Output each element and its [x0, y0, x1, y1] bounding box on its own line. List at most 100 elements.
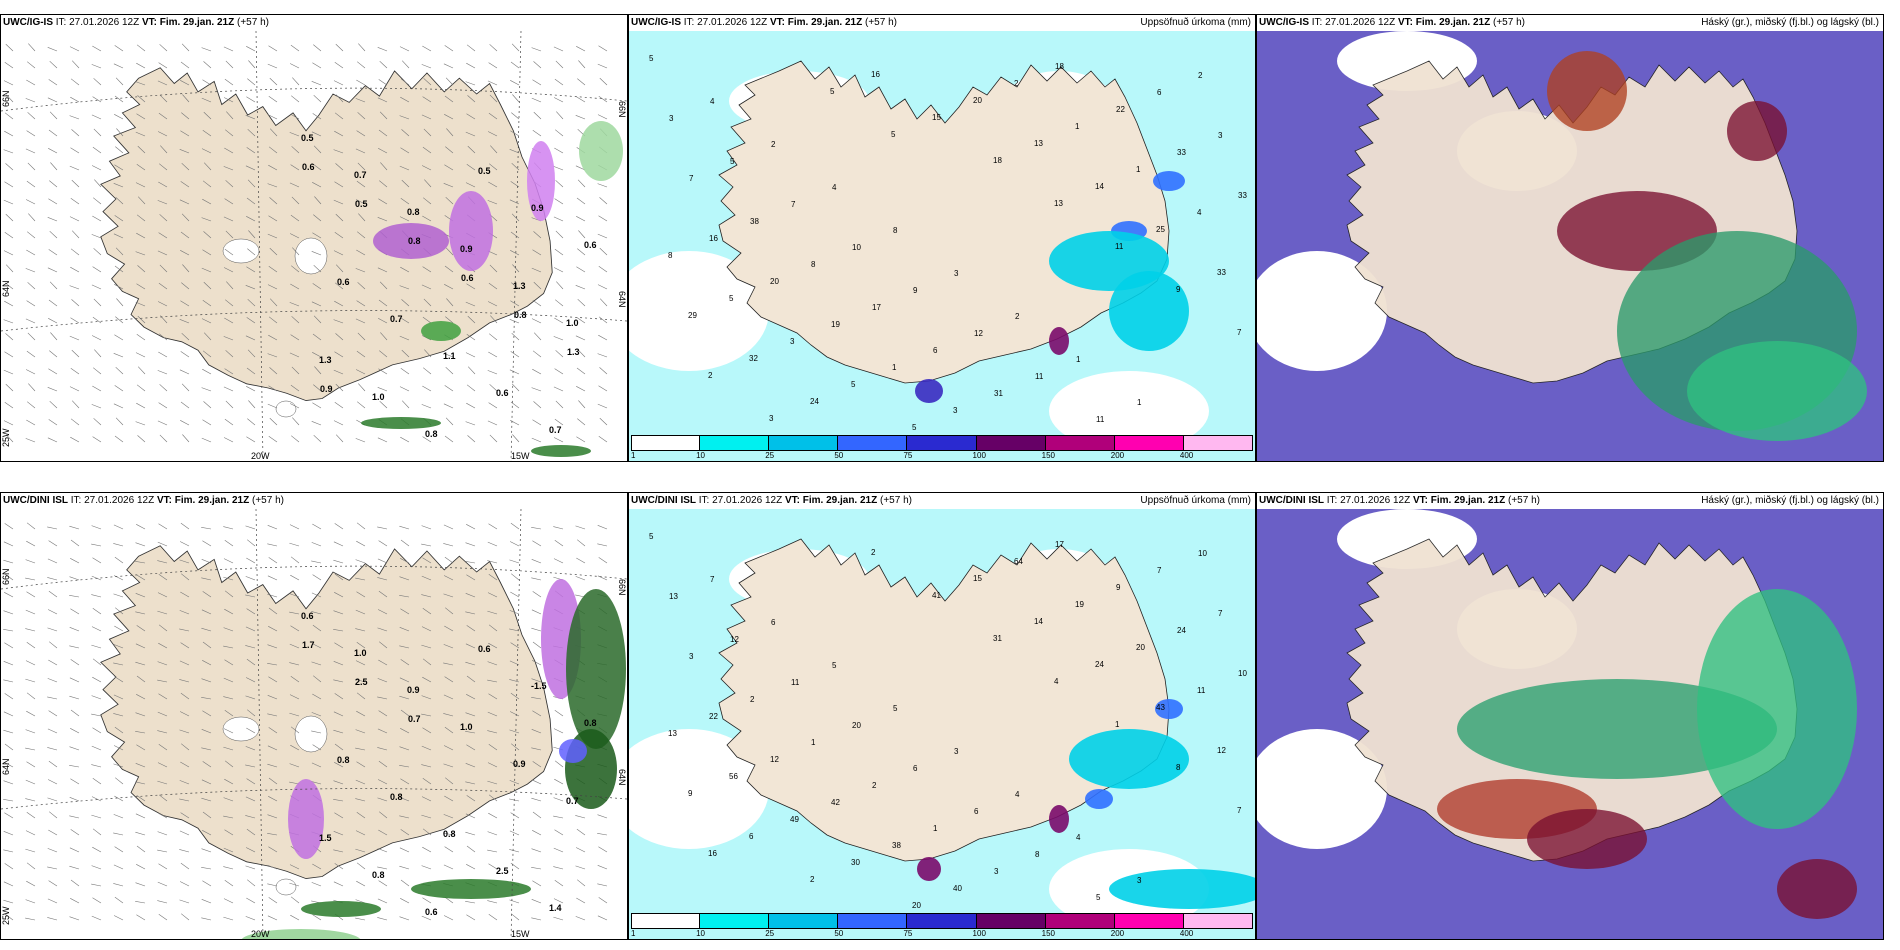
wind-barb	[355, 98, 366, 103]
wind-barb	[91, 764, 102, 768]
wind-barb	[267, 883, 278, 887]
wind-barb	[203, 401, 212, 409]
wind-barb	[70, 539, 80, 547]
wind-barb	[532, 880, 542, 887]
init-time: IT: 27.01.2026 12Z	[683, 17, 768, 28]
glacier	[294, 237, 328, 275]
wind-barb	[333, 199, 344, 205]
wind-barb	[115, 196, 124, 205]
wind-barb	[312, 744, 322, 751]
wind-barb	[135, 81, 146, 86]
wind-barb	[599, 367, 608, 375]
wind-barb	[553, 437, 564, 443]
precip-value-label: 0.7	[390, 314, 403, 324]
wind-barb	[399, 627, 410, 632]
wind-barb	[487, 610, 498, 615]
wind-barb	[466, 795, 476, 802]
wind-barb	[334, 130, 344, 137]
wind-barb	[246, 147, 256, 154]
wind-barb	[49, 111, 58, 120]
precip-amount-label: 6	[749, 832, 754, 841]
precip-amount-label: 7	[1237, 806, 1242, 815]
wind-barb	[289, 611, 300, 615]
wind-barb	[47, 437, 58, 443]
wind-barb	[487, 900, 498, 904]
colorbar-cell	[976, 913, 1046, 929]
wind-barb	[399, 815, 410, 819]
wind-barb	[597, 183, 608, 188]
wind-barb	[179, 199, 190, 205]
colorbar-tick-label: 1	[631, 929, 636, 938]
precip-amount-label: 13	[668, 729, 677, 738]
wind-barb	[48, 419, 58, 426]
wind-barb	[245, 594, 256, 598]
wind-barb	[312, 283, 322, 290]
wind-barb	[245, 695, 256, 700]
wind-barb	[157, 592, 168, 598]
wind-barb	[290, 334, 300, 341]
precip-blob	[1109, 271, 1189, 351]
wind-barb	[400, 539, 410, 547]
wind-barb	[531, 387, 542, 392]
wind-barb	[378, 540, 388, 547]
wind-barb	[137, 315, 146, 324]
wind-barb	[312, 163, 322, 171]
wind-barb	[422, 828, 432, 836]
wind-barb	[400, 266, 410, 273]
wind-barb	[489, 333, 498, 341]
wind-barb	[201, 217, 212, 222]
precip-value-label: 0.9	[460, 244, 473, 254]
wind-barb	[114, 435, 124, 443]
wind-barb	[289, 864, 300, 870]
precip-value-label: 1.7	[302, 640, 315, 650]
wind-barb	[335, 43, 344, 52]
wind-barb	[179, 780, 190, 785]
wind-barb	[532, 249, 542, 256]
wind-barb	[114, 164, 124, 171]
precip-amount-label: 11	[791, 678, 800, 687]
wind-barb	[378, 129, 388, 137]
wind-barb	[421, 64, 432, 69]
glacier	[222, 716, 260, 742]
iceland-landmass	[100, 545, 553, 880]
wind-barb	[69, 847, 80, 853]
wind-barb	[422, 266, 432, 273]
wind-barb	[444, 45, 454, 52]
wind-barb	[555, 60, 564, 69]
wind-barb	[25, 318, 36, 324]
wind-barb	[158, 812, 168, 819]
wind-barb	[356, 540, 366, 547]
wind-barb	[467, 145, 476, 154]
wind-barb	[597, 63, 608, 69]
wind-barb	[137, 95, 146, 103]
wind-barb	[48, 760, 58, 768]
wind-barb	[5, 94, 14, 103]
wind-barb	[203, 61, 212, 69]
precip-amount-label: 15	[932, 113, 941, 122]
colorbar-cell	[769, 435, 839, 451]
wind-barb	[224, 147, 234, 154]
wind-barb	[159, 214, 168, 222]
wind-barb	[380, 332, 388, 341]
wind-barb	[158, 914, 168, 921]
wind-barb	[487, 592, 498, 598]
wind-barb	[267, 575, 278, 581]
wind-barb	[49, 180, 58, 188]
wind-barb	[181, 282, 190, 290]
wind-barb	[267, 233, 278, 239]
precip-amount-label: 10	[852, 243, 861, 252]
wind-barb	[3, 729, 14, 734]
wind-barb	[401, 179, 410, 188]
wind-barb	[399, 216, 410, 222]
wind-barb	[292, 77, 300, 86]
precip-amount-label: 3	[669, 114, 674, 123]
wind-barb	[201, 527, 212, 530]
wind-barb	[202, 350, 212, 358]
wind-barb	[224, 829, 234, 836]
wind-barb	[223, 916, 234, 921]
wind-barb	[444, 284, 454, 290]
wind-barb	[203, 162, 212, 171]
precip-amount-label: 16	[709, 234, 718, 243]
wind-barb	[245, 916, 256, 921]
wind-barb	[70, 898, 80, 904]
